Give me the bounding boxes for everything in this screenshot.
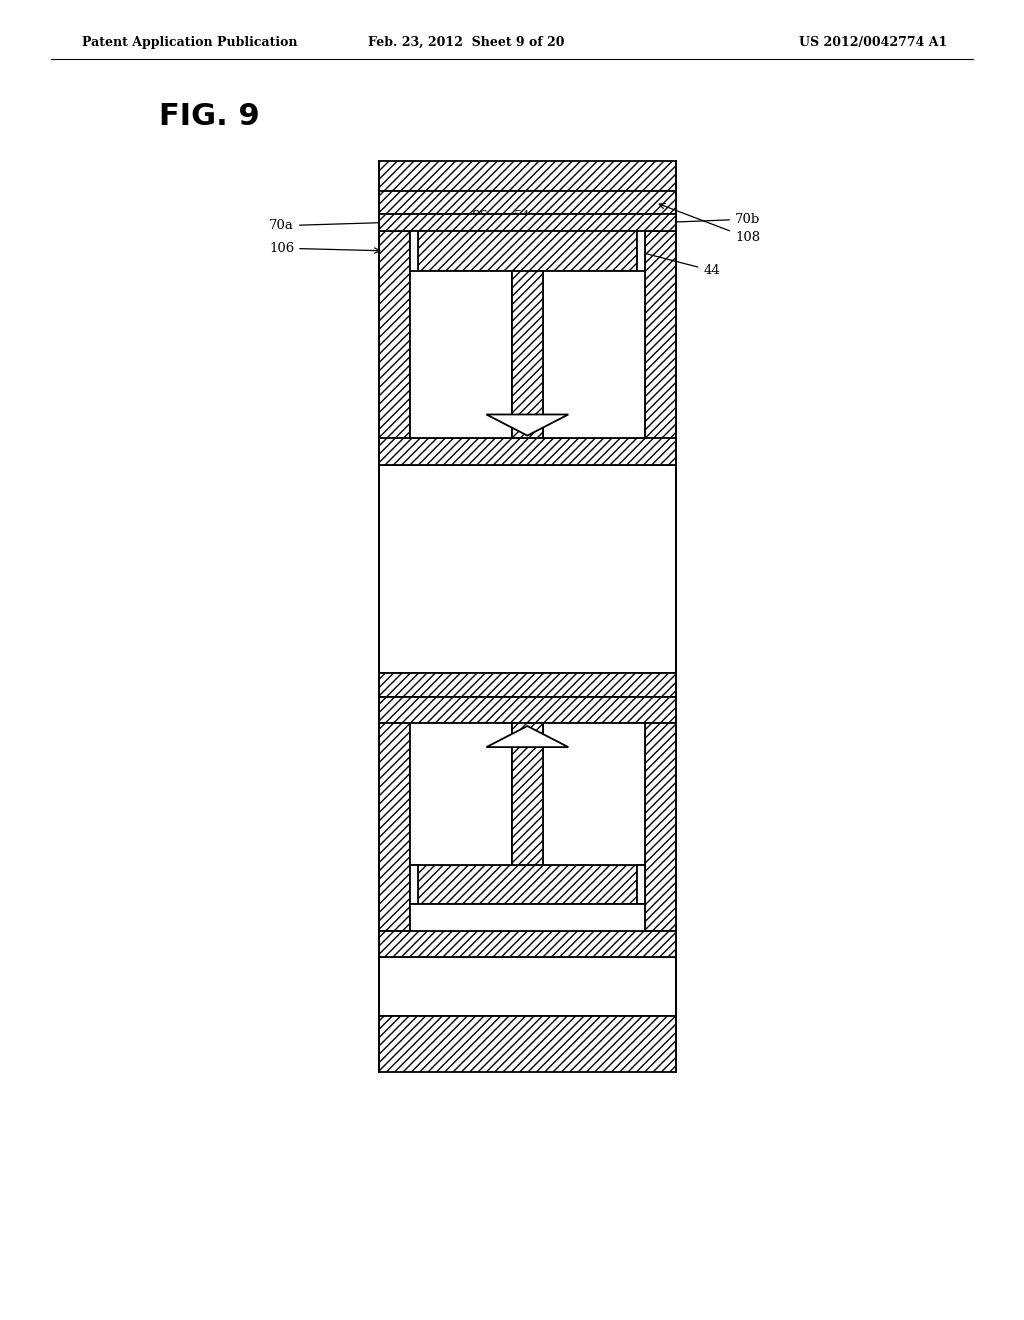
Bar <box>512 271 543 438</box>
Bar <box>379 957 676 1016</box>
Bar <box>379 438 676 465</box>
Bar <box>410 231 418 438</box>
Bar <box>379 723 410 931</box>
Text: Patent Application Publication: Patent Application Publication <box>82 36 297 49</box>
Text: 70b: 70b <box>670 213 760 226</box>
Bar <box>410 271 512 438</box>
Bar <box>379 161 676 191</box>
Bar <box>379 191 676 214</box>
Bar <box>512 723 543 865</box>
Bar <box>637 231 645 438</box>
Text: FIG. 9: FIG. 9 <box>159 102 259 131</box>
Bar <box>410 723 512 865</box>
Bar <box>410 865 418 904</box>
Bar <box>645 231 676 465</box>
Text: 108: 108 <box>659 203 760 244</box>
Bar <box>379 231 410 465</box>
Bar <box>379 465 676 673</box>
Bar <box>379 1016 676 1072</box>
Text: 54: 54 <box>514 210 530 223</box>
Bar <box>379 697 676 723</box>
Text: 106: 106 <box>269 242 380 255</box>
Text: Feb. 23, 2012  Sheet 9 of 20: Feb. 23, 2012 Sheet 9 of 20 <box>368 36 564 49</box>
Bar <box>379 931 676 957</box>
Bar <box>543 271 645 438</box>
Text: 86: 86 <box>471 210 508 223</box>
Bar <box>410 904 645 931</box>
Polygon shape <box>486 414 568 436</box>
Bar <box>543 723 645 865</box>
Text: 44: 44 <box>639 251 720 277</box>
Text: US 2012/0042774 A1: US 2012/0042774 A1 <box>799 36 947 49</box>
Bar <box>379 673 676 697</box>
Text: 70a: 70a <box>269 219 385 232</box>
Bar <box>645 723 676 931</box>
Polygon shape <box>486 726 568 747</box>
Bar <box>379 214 676 231</box>
Bar <box>418 865 637 904</box>
Bar <box>637 865 645 904</box>
Bar <box>418 231 637 271</box>
